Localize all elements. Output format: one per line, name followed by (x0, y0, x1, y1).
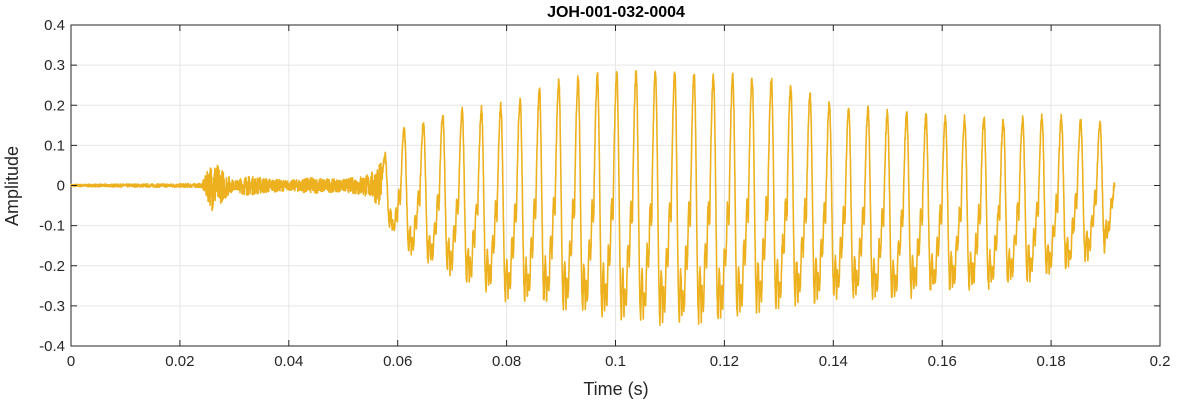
y-axis-label: Amplitude (2, 146, 22, 226)
x-axis-ticks: 0 0.02 0.04 0.06 0.08 0.1 0.12 0.14 0.16 0.18 0.2 (67, 25, 1171, 370)
y-tick-label: -0.3 (39, 298, 65, 315)
x-tick-label: 0.18 (1036, 353, 1065, 370)
y-tick-label: -0.1 (39, 218, 65, 235)
y-tick-label: 0.4 (44, 17, 65, 34)
y-axis-ticks: 0.4 0.3 0.2 0.1 0 -0.1 -0.2 -0.3 -0.4 (39, 17, 1160, 355)
y-tick-label: 0.1 (44, 137, 65, 154)
x-tick-label: 0.12 (710, 353, 739, 370)
y-tick-label: -0.4 (39, 338, 65, 355)
x-tick-label: 0.06 (383, 353, 412, 370)
y-tick-label: -0.2 (39, 258, 65, 275)
x-tick-label: 0.02 (165, 353, 194, 370)
series-layer (70, 69, 1116, 326)
y-tick-label: 0.3 (44, 57, 65, 74)
y-tick-label: 0.2 (44, 97, 65, 114)
x-tick-label: 0 (67, 353, 75, 370)
waveform-series-line (70, 69, 1116, 326)
chart-title: JOH-001-032-0004 (547, 4, 685, 21)
x-axis-label: Time (s) (583, 379, 648, 399)
x-tick-label: 0.14 (819, 353, 848, 370)
y-tick-label: 0 (57, 178, 65, 195)
x-tick-label: 0.08 (492, 353, 521, 370)
x-tick-label: 0.1 (605, 353, 626, 370)
x-tick-label: 0.04 (274, 353, 303, 370)
x-tick-label: 0.2 (1150, 353, 1171, 370)
x-tick-label: 0.16 (928, 353, 957, 370)
